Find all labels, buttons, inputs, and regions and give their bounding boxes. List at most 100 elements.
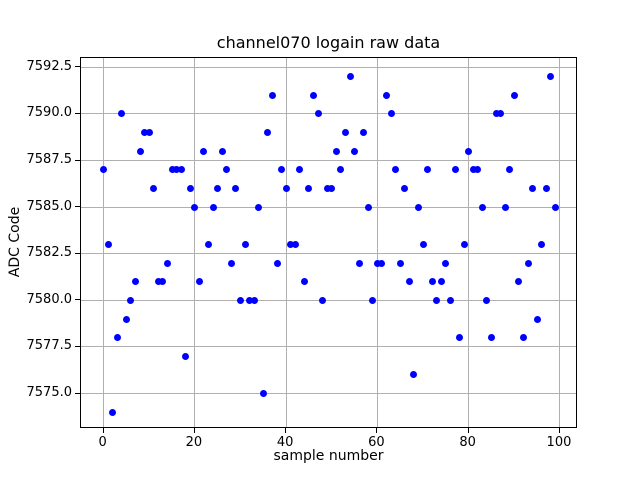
scatter-point: [474, 166, 482, 174]
scatter-point: [529, 185, 537, 192]
scatter-point: [383, 91, 391, 99]
scatter-point: [387, 110, 395, 118]
scatter-point: [168, 166, 176, 174]
scatter-point: [237, 296, 244, 304]
scatter-point: [227, 259, 235, 267]
scatter-point: [268, 91, 276, 99]
scatter-point: [419, 240, 427, 248]
scatter-point: [177, 166, 185, 174]
y-tick-mark: [75, 345, 80, 347]
scatter-point: [328, 185, 336, 192]
x-gridline: [285, 58, 287, 427]
scatter-point: [127, 296, 135, 304]
scatter-point: [182, 352, 190, 360]
scatter-point: [132, 278, 140, 286]
scatter-point: [488, 334, 496, 342]
scatter-point: [542, 185, 550, 192]
scatter-point: [218, 147, 226, 155]
scatter-point: [433, 296, 441, 304]
scatter-point: [154, 278, 162, 286]
scatter-point: [497, 110, 505, 118]
x-tick-label: 20: [185, 435, 203, 450]
scatter-point: [291, 240, 299, 248]
scatter-point: [351, 147, 359, 155]
scatter-point: [314, 110, 322, 118]
scatter-point: [122, 315, 130, 323]
scatter-point: [396, 259, 404, 267]
y-tick-label: 7582.5: [26, 245, 73, 261]
scatter-point: [547, 73, 555, 81]
scatter-point: [209, 203, 217, 211]
scatter-point: [205, 240, 213, 248]
y-tick-mark: [75, 66, 80, 68]
scatter-point: [346, 73, 354, 81]
scatter-point: [305, 185, 313, 192]
scatter-point: [337, 166, 345, 174]
scatter-point: [136, 147, 144, 155]
y-tick-mark: [75, 112, 80, 114]
x-tick-label: 60: [368, 435, 385, 450]
scatter-point: [282, 185, 290, 192]
x-tick-mark: [193, 428, 195, 433]
scatter-point: [118, 110, 126, 118]
scatter-point: [109, 408, 117, 416]
scatter-point: [332, 147, 340, 155]
scatter-point: [360, 129, 368, 137]
y-gridline: [81, 299, 576, 301]
x-tick-label: 80: [459, 435, 476, 450]
scatter-point: [195, 278, 203, 286]
scatter-point: [214, 185, 222, 192]
scatter-point: [510, 91, 518, 99]
scatter-point: [456, 334, 464, 342]
y-tick-mark: [75, 392, 80, 394]
y-tick-label: 7585.0: [26, 198, 73, 214]
scatter-point: [478, 203, 486, 211]
scatter-point: [519, 334, 527, 342]
x-tick-mark: [102, 428, 104, 433]
scatter-point: [232, 185, 240, 192]
scatter-point: [460, 240, 468, 248]
scatter-point: [310, 91, 318, 99]
x-gridline: [468, 58, 470, 427]
scatter-point: [241, 240, 249, 248]
scatter-point: [378, 259, 386, 267]
scatter-point: [104, 240, 112, 248]
scatter-point: [300, 278, 308, 286]
y-tick-label: 7577.5: [26, 338, 73, 354]
scatter-point: [364, 203, 372, 211]
scatter-point: [150, 185, 158, 192]
scatter-point: [405, 278, 413, 286]
plot-area: [80, 57, 577, 428]
scatter-point: [250, 296, 258, 304]
y-tick-label: 7587.5: [26, 152, 73, 168]
scatter-point: [451, 166, 459, 174]
y-gridline: [81, 346, 576, 348]
scatter-point: [113, 334, 121, 342]
scatter-point: [145, 129, 153, 137]
x-tick-label: 100: [546, 435, 572, 450]
scatter-point: [446, 296, 454, 304]
scatter-point: [255, 203, 263, 211]
scatter-point: [296, 166, 304, 174]
scatter-point: [442, 259, 450, 267]
y-tick-label: 7590.0: [26, 105, 73, 121]
x-gridline: [103, 58, 105, 427]
y-gridline: [81, 206, 576, 208]
scatter-point: [369, 296, 377, 304]
scatter-point: [392, 166, 400, 174]
scatter-point: [410, 371, 418, 379]
scatter-point: [341, 129, 349, 137]
y-axis-label: ADC Code: [7, 206, 23, 278]
x-tick-label: 40: [276, 435, 294, 450]
scatter-point: [355, 259, 363, 267]
y-tick-mark: [75, 159, 80, 161]
scatter-point: [465, 147, 473, 155]
scatter-point: [319, 296, 327, 304]
y-gridline: [81, 66, 576, 68]
scatter-point: [278, 166, 286, 174]
scatter-point: [538, 240, 546, 248]
scatter-point: [515, 278, 523, 286]
scatter-point: [551, 203, 559, 211]
scatter-point: [483, 296, 491, 304]
